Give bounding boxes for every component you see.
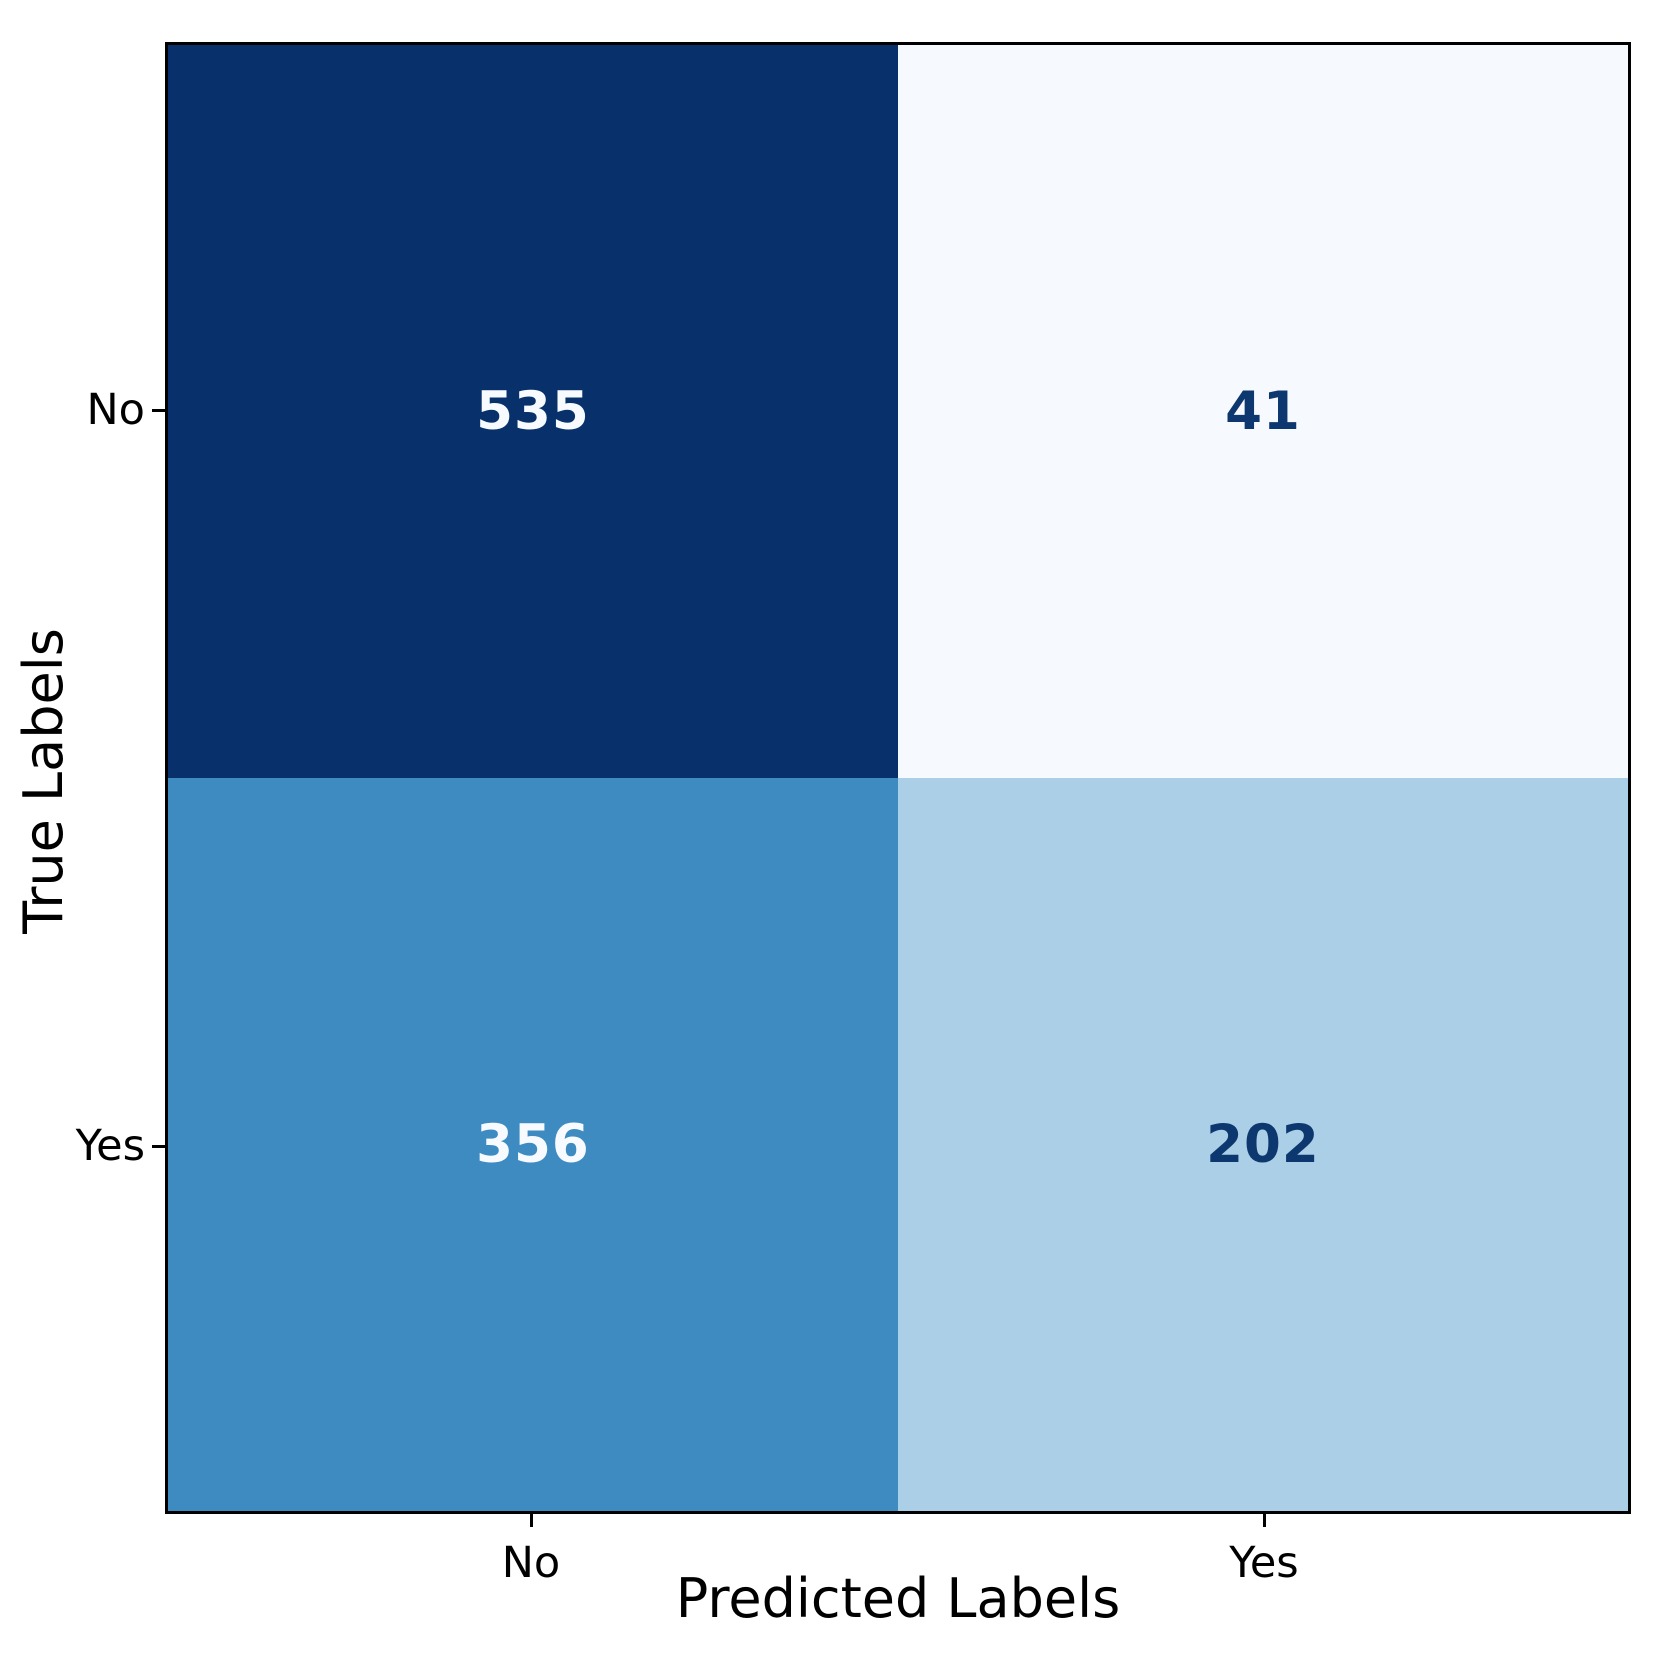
y-axis-label: True Labels xyxy=(12,628,75,934)
x-tick-label-yes: Yes xyxy=(1229,1538,1299,1588)
matrix-cell-true-yes-pred-no: 356 xyxy=(168,778,898,1511)
x-axis-label: Predicted Labels xyxy=(675,1567,1121,1630)
x-tick-mark-no xyxy=(530,1514,533,1527)
matrix-cell-true-no-pred-no: 535 xyxy=(168,45,898,778)
y-tick-label-no: No xyxy=(86,385,145,435)
y-tick-label-yes: Yes xyxy=(75,1121,145,1171)
cell-value-true-yes-pred-no: 356 xyxy=(476,1114,590,1175)
y-tick-mark-no xyxy=(152,409,165,412)
cell-value-true-no-pred-yes: 41 xyxy=(1225,381,1301,442)
heatmap-plot: 535 41 356 202 xyxy=(165,42,1631,1514)
cell-value-true-yes-pred-yes: 202 xyxy=(1206,1114,1320,1175)
y-tick-mark-yes xyxy=(152,1145,165,1148)
x-tick-label-no: No xyxy=(501,1538,561,1588)
cell-value-true-no-pred-no: 535 xyxy=(476,381,590,442)
matrix-cell-true-yes-pred-yes: 202 xyxy=(898,778,1628,1511)
matrix-cell-true-no-pred-yes: 41 xyxy=(898,45,1628,778)
x-tick-mark-yes xyxy=(1263,1514,1266,1527)
